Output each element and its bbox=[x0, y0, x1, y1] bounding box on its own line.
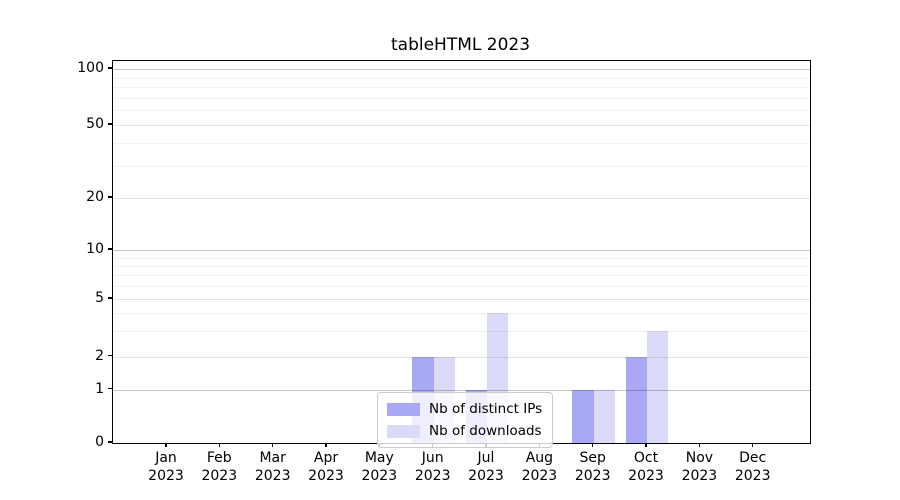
gridline-80 bbox=[113, 87, 810, 88]
x-tick-label-jul: Jul 2023 bbox=[446, 450, 526, 485]
x-tick-year: 2023 bbox=[148, 467, 184, 484]
x-tick-mark-feb bbox=[218, 443, 220, 447]
x-tick-label-sep: Sep 2023 bbox=[553, 450, 633, 485]
legend-item-downloads: Nb of downloads bbox=[387, 420, 542, 442]
x-tick-mark-mar bbox=[272, 443, 274, 447]
x-tick-month: Jul bbox=[477, 450, 495, 466]
gridline-70 bbox=[113, 97, 810, 99]
x-tick-year: 2023 bbox=[521, 467, 558, 484]
x-tick-label-mar: Mar 2023 bbox=[233, 450, 313, 485]
x-tick-month: Apr bbox=[313, 450, 339, 466]
x-tick-month: Sep bbox=[579, 450, 606, 466]
legend-item-distinct-ips: Nb of distinct IPs bbox=[387, 398, 542, 420]
chart-title: tableHTML 2023 bbox=[390, 35, 531, 55]
y-tick-mark-50 bbox=[108, 123, 112, 125]
y-tick-mark-0 bbox=[108, 441, 112, 443]
bar-sep-downloads bbox=[593, 389, 615, 443]
gridline-2 bbox=[113, 356, 810, 358]
x-tick-label-feb: Feb 2023 bbox=[179, 450, 259, 485]
gridline-40 bbox=[113, 142, 810, 144]
x-tick-month: May bbox=[364, 450, 394, 466]
y-tick-label-10: 10 bbox=[86, 241, 104, 257]
y-tick-label-100: 100 bbox=[77, 60, 104, 76]
x-tick-month: Dec bbox=[739, 450, 767, 466]
x-tick-year: 2023 bbox=[681, 467, 718, 484]
gridline-1 bbox=[113, 389, 810, 391]
y-tick-mark-5 bbox=[108, 297, 112, 299]
x-tick-label-aug: Aug 2023 bbox=[499, 450, 579, 485]
legend-swatch-downloads bbox=[387, 424, 420, 438]
y-tick-label-5: 5 bbox=[95, 290, 104, 306]
x-tick-year: 2023 bbox=[628, 467, 664, 484]
gridline-9 bbox=[113, 257, 810, 259]
gridline-3 bbox=[113, 331, 810, 333]
y-tick-label-1: 1 bbox=[95, 380, 104, 397]
y-tick-mark-100 bbox=[108, 67, 112, 69]
gridline-100 bbox=[113, 69, 810, 70]
x-tick-label-jun: Jun 2023 bbox=[393, 450, 473, 485]
x-tick-mark-jan bbox=[165, 443, 167, 447]
x-tick-mark-apr bbox=[325, 443, 327, 447]
bar-sep-distinct-ips bbox=[572, 389, 594, 443]
x-tick-month: Aug bbox=[525, 450, 554, 466]
x-tick-year: 2023 bbox=[361, 467, 398, 484]
y-tick-mark-2 bbox=[108, 354, 112, 357]
y-tick-label-2: 2 bbox=[95, 347, 104, 364]
x-tick-mark-oct bbox=[645, 443, 647, 447]
x-tick-label-nov: Nov 2023 bbox=[659, 450, 739, 485]
gridline-6 bbox=[113, 286, 810, 288]
y-tick-label-20: 20 bbox=[86, 189, 104, 205]
x-tick-label-oct: Oct 2023 bbox=[606, 450, 686, 485]
bar-oct-downloads bbox=[647, 331, 669, 443]
y-tick-label-50: 50 bbox=[86, 116, 104, 132]
y-tick-mark-1 bbox=[108, 387, 112, 390]
gridline-90 bbox=[113, 77, 810, 79]
x-tick-month: Feb bbox=[206, 450, 232, 466]
gridline-20 bbox=[113, 198, 810, 199]
x-tick-year: 2023 bbox=[308, 467, 344, 484]
x-tick-year: 2023 bbox=[734, 467, 771, 484]
gridline-30 bbox=[113, 165, 810, 167]
y-tick-label-0: 0 bbox=[95, 434, 104, 450]
legend-swatch-distinct-ips bbox=[387, 402, 420, 416]
gridline-50 bbox=[113, 125, 810, 126]
x-tick-label-jan: Jan 2023 bbox=[126, 450, 206, 485]
legend: Nb of distinct IPs Nb of downloads bbox=[377, 392, 554, 448]
legend-label-distinct-ips: Nb of distinct IPs bbox=[429, 401, 543, 417]
gridline-7 bbox=[113, 275, 810, 277]
x-tick-month: Mar bbox=[259, 450, 286, 466]
x-tick-month: Nov bbox=[685, 450, 714, 466]
x-tick-month: Jun bbox=[421, 450, 444, 466]
gridline-8 bbox=[113, 265, 810, 267]
x-tick-year: 2023 bbox=[414, 467, 451, 484]
y-tick-mark-10 bbox=[108, 248, 112, 250]
gridline-5 bbox=[113, 299, 810, 300]
x-tick-label-dec: Dec 2023 bbox=[713, 450, 793, 485]
x-tick-mark-dec bbox=[752, 443, 754, 447]
gridline-60 bbox=[113, 110, 810, 112]
y-tick-mark-20 bbox=[108, 196, 112, 198]
x-tick-month: Jan bbox=[155, 450, 177, 466]
legend-label-downloads: Nb of downloads bbox=[429, 423, 542, 439]
x-tick-year: 2023 bbox=[468, 467, 504, 484]
bar-oct-distinct-ips bbox=[625, 356, 647, 443]
x-tick-label-may: May 2023 bbox=[339, 450, 419, 485]
x-tick-year: 2023 bbox=[574, 467, 611, 484]
plot-area: Nb of distinct IPs Nb of downloads bbox=[112, 60, 811, 448]
x-tick-mark-nov bbox=[698, 443, 700, 447]
x-tick-mark-sep bbox=[592, 443, 594, 447]
gridline-4 bbox=[113, 313, 810, 314]
x-tick-year: 2023 bbox=[254, 467, 291, 484]
x-tick-year: 2023 bbox=[201, 467, 238, 484]
gridline-10 bbox=[113, 250, 810, 251]
x-tick-month: Oct bbox=[633, 450, 659, 466]
x-tick-label-apr: Apr 2023 bbox=[286, 450, 366, 485]
